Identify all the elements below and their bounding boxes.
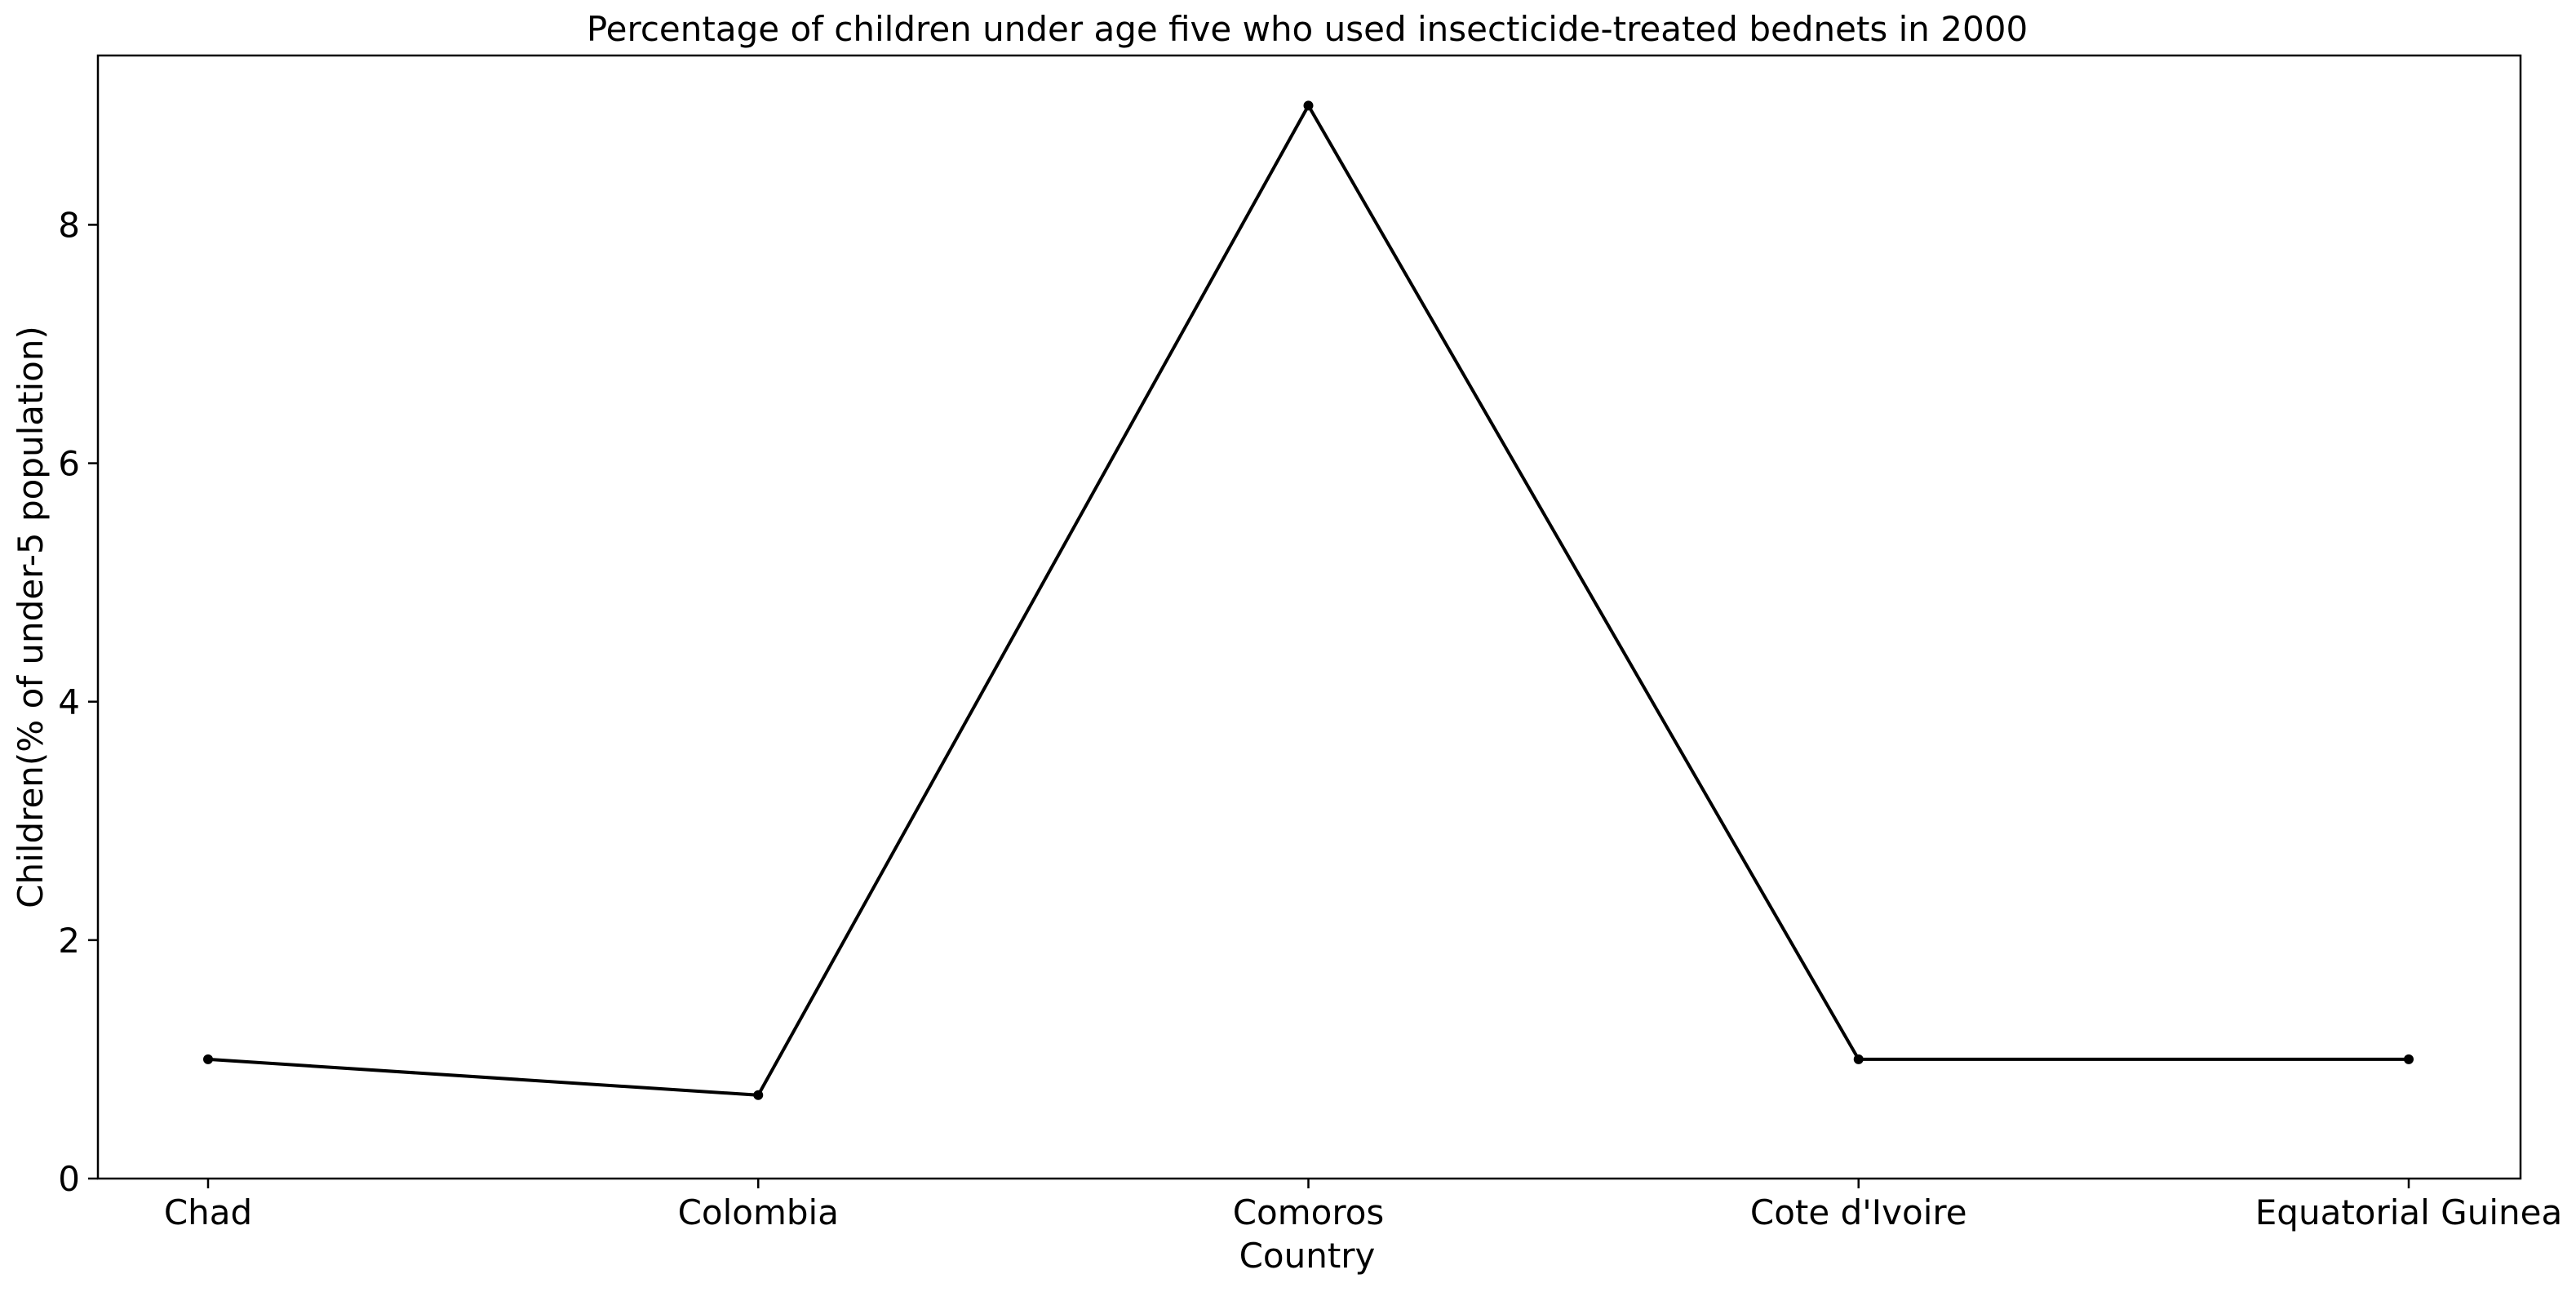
y-tick-label: 4: [58, 682, 80, 722]
data-point: [753, 1090, 764, 1100]
chart-title: Percentage of children under age five wh…: [587, 9, 2028, 49]
x-axis-label: Country: [1239, 1236, 1376, 1276]
y-axis-label: Children(% of under-5 population): [11, 326, 51, 908]
x-tick-label: Equatorial Guinea: [2255, 1192, 2562, 1232]
x-tick-label: Colombia: [678, 1192, 839, 1232]
data-point: [1853, 1054, 1864, 1064]
x-tick-label: Comoros: [1233, 1192, 1385, 1232]
plot-area: 0 2 4 6 8 Chad Colombia Comoros Cote d'Ivoire Equ…: [58, 54, 2562, 1232]
data-point: [1303, 100, 1314, 111]
data-point: [203, 1054, 213, 1064]
x-tick-label: Chad: [164, 1192, 252, 1232]
data-point: [2404, 1054, 2414, 1064]
y-tick-label: 0: [58, 1159, 80, 1199]
x-tick-label: Cote d'Ivoire: [1750, 1192, 1967, 1232]
y-tick-label: 8: [58, 205, 80, 245]
y-tick-label: 2: [58, 921, 80, 961]
y-tick-label: 6: [58, 444, 80, 484]
